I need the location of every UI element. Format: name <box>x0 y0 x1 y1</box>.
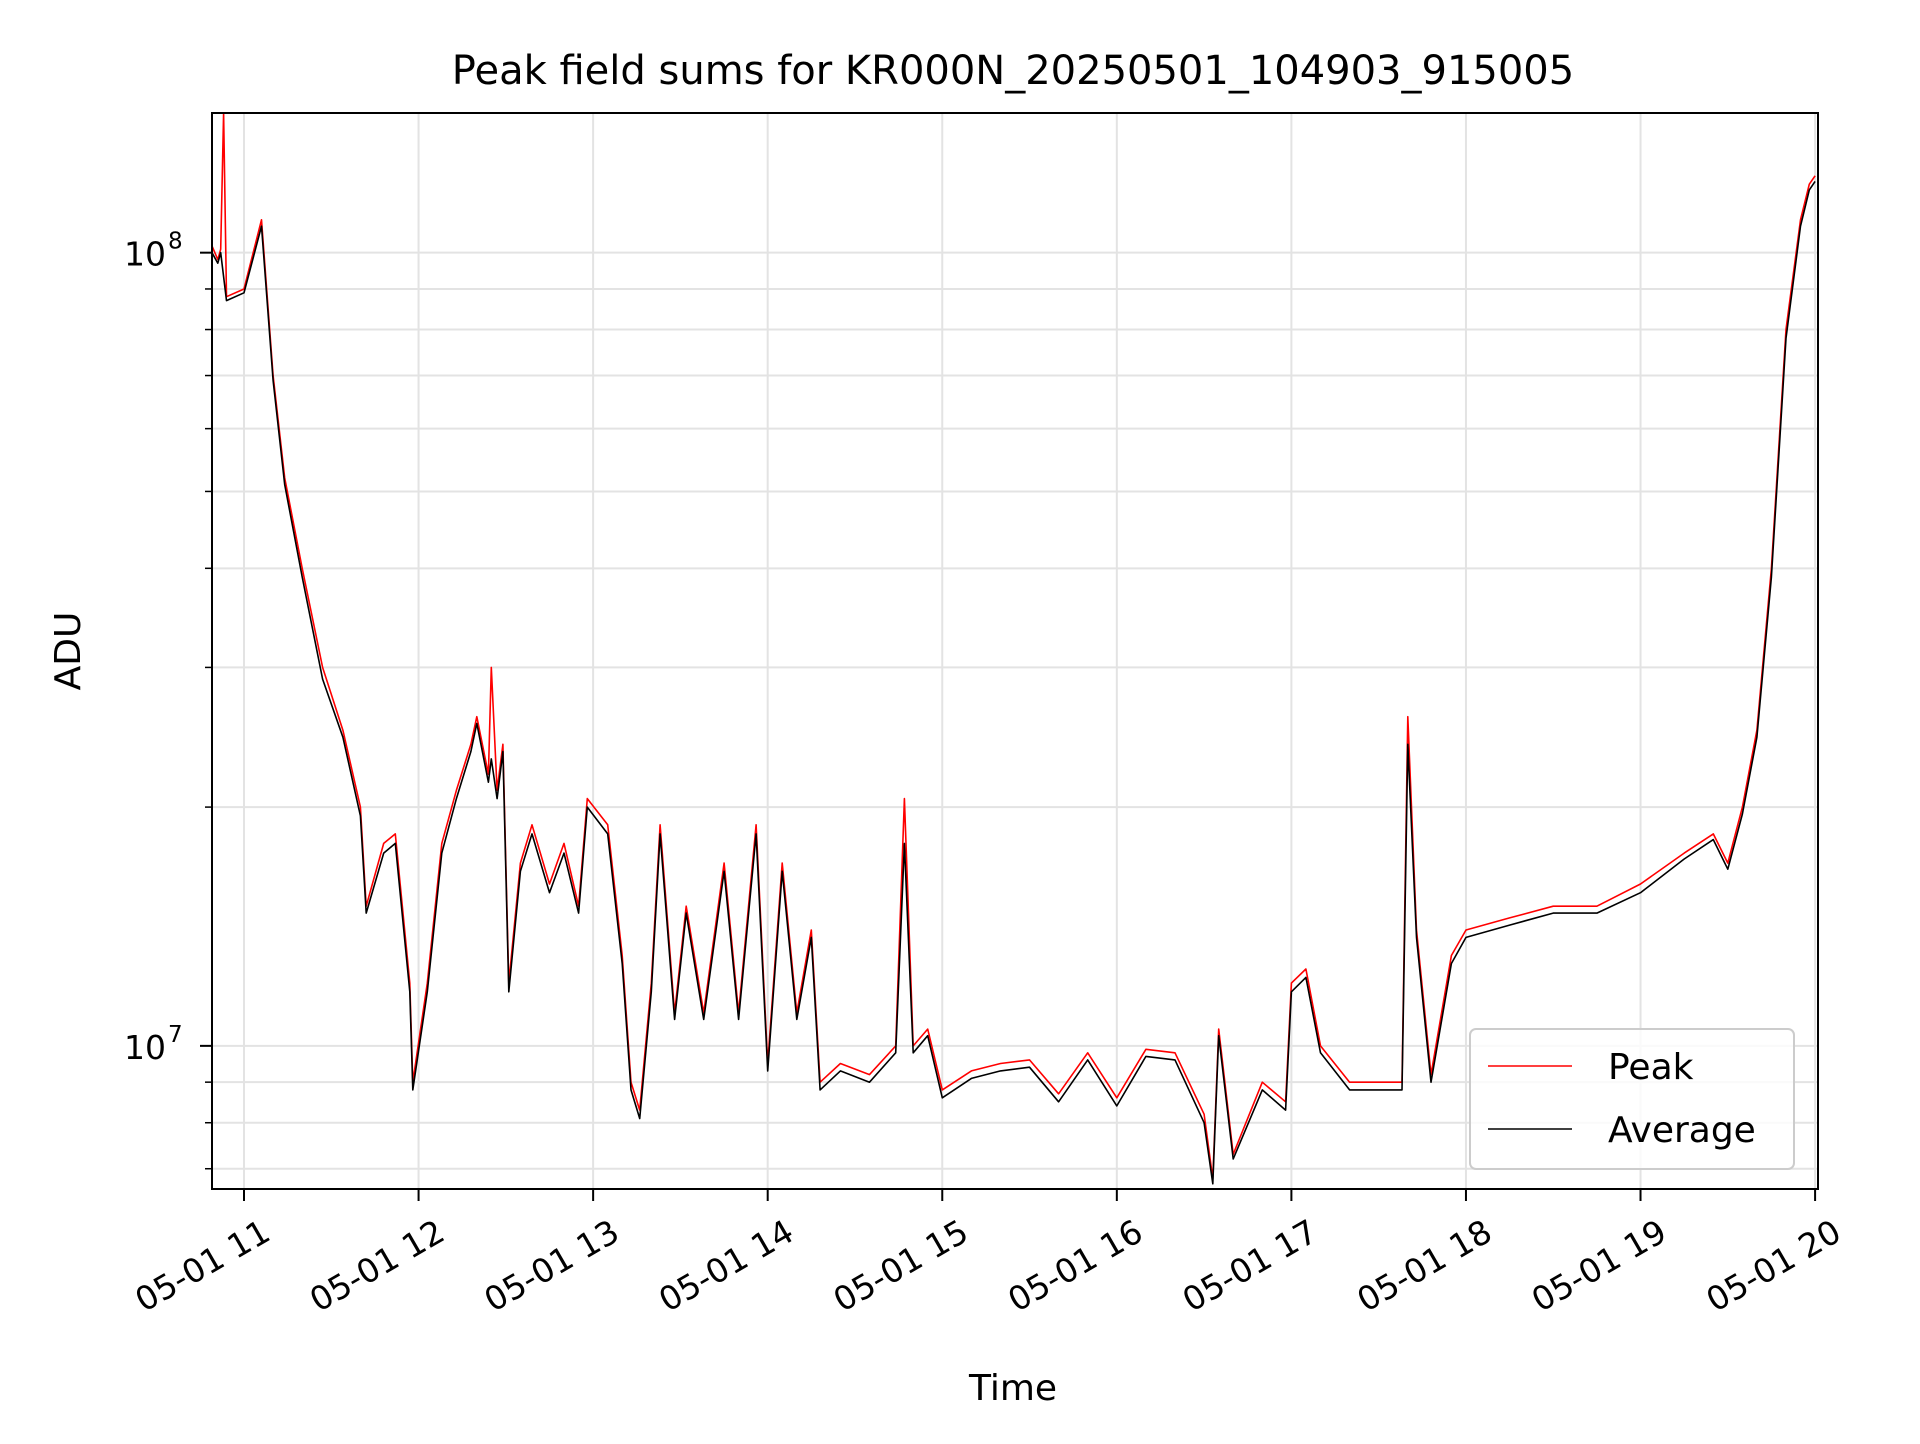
y-tick-label: 10 <box>124 1028 166 1067</box>
chart-title: Peak field sums for KR000N_20250501_1049… <box>452 48 1574 94</box>
y-tick-exponent: 7 <box>168 1022 183 1048</box>
series-line-average <box>212 180 1816 1185</box>
legend-average-label: Average <box>1608 1110 1756 1151</box>
series-layer <box>212 113 1816 1185</box>
plot-frame <box>211 112 1819 1190</box>
x-axis-label: Time <box>968 1368 1057 1409</box>
y-tick-exponent: 8 <box>168 229 183 255</box>
y-tick-label: 10 <box>124 235 166 274</box>
legend-box <box>1469 1028 1795 1170</box>
y-axis-label: ADU <box>48 612 89 691</box>
legend: Peak Average <box>1469 1028 1795 1170</box>
legend-peak-label: Peak <box>1608 1047 1694 1088</box>
